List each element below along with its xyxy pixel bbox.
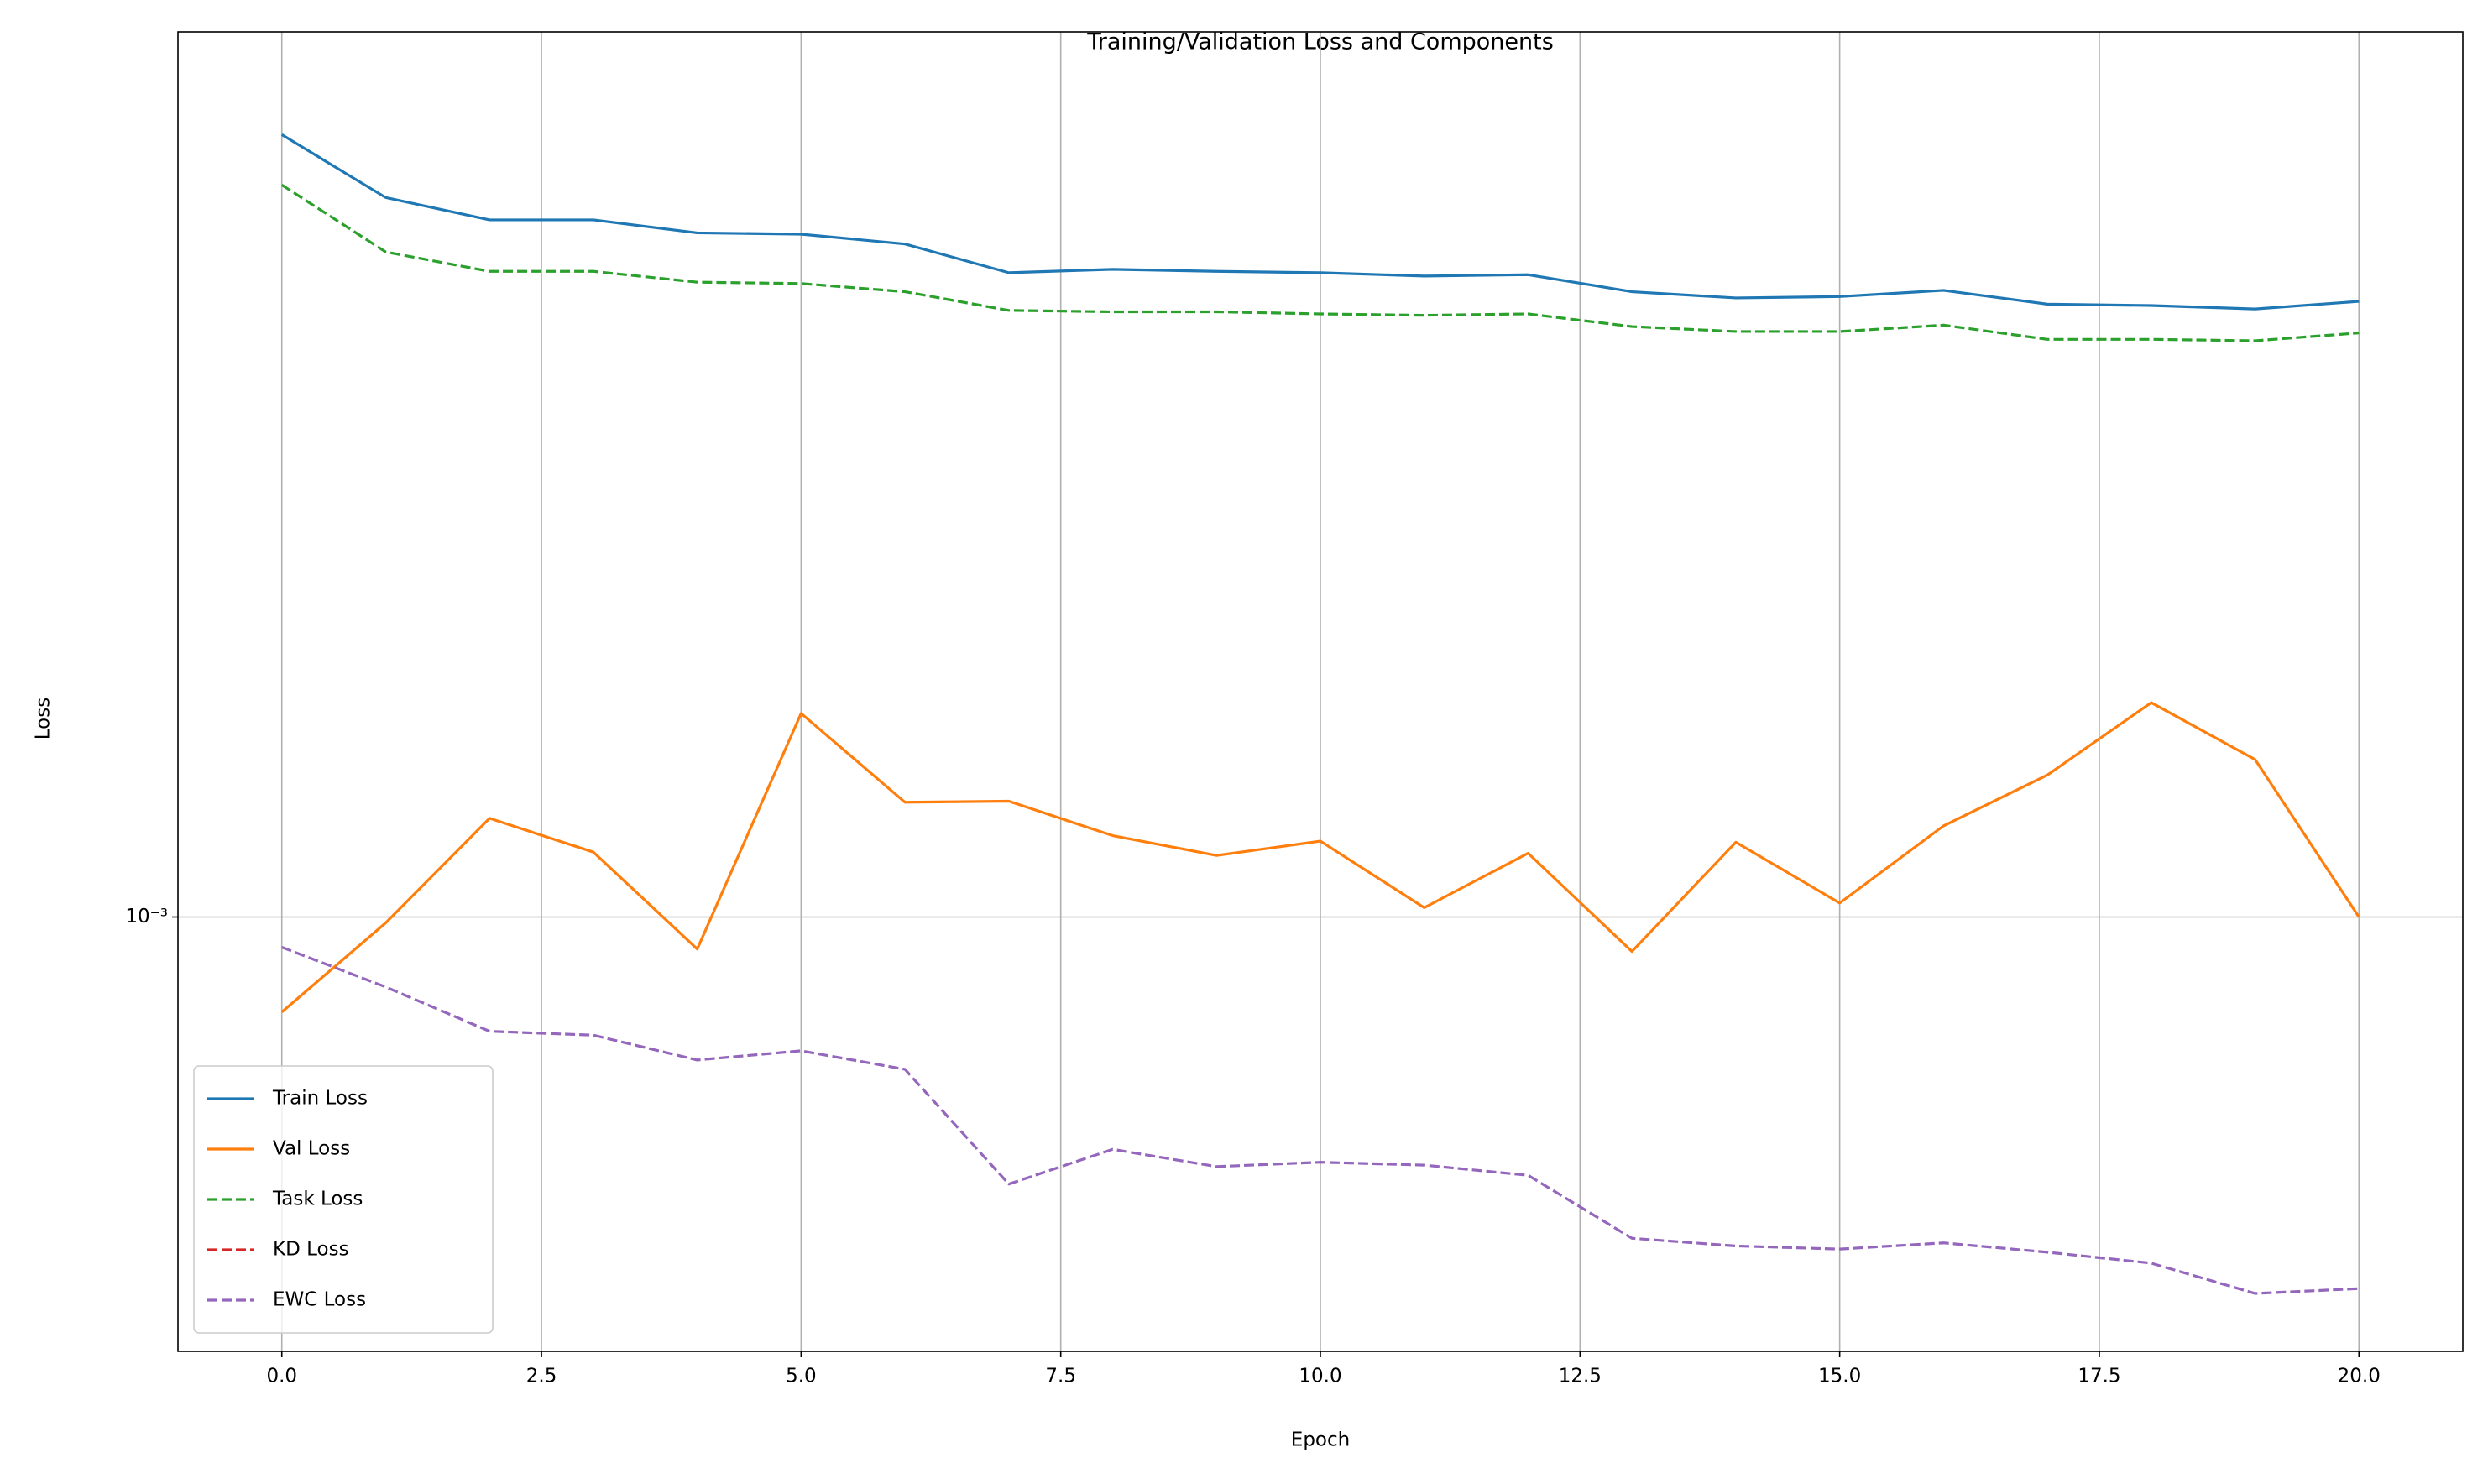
x-tick-label: 5.0	[786, 1366, 817, 1387]
legend-label: Train Loss	[272, 1088, 368, 1110]
legend-label: KD Loss	[273, 1239, 349, 1261]
x-tick-label: 2.5	[526, 1366, 557, 1387]
legend-label: EWC Loss	[273, 1289, 366, 1311]
line-series	[281, 946, 2360, 1295]
x-tick-label: 12.5	[1559, 1366, 1602, 1387]
y-tick-label: 10⁻³	[125, 906, 168, 928]
x-tick-label: 15.0	[1818, 1366, 1861, 1387]
x-tick-label: 7.5	[1045, 1366, 1076, 1387]
x-tick-label: 17.5	[2078, 1366, 2120, 1387]
legend-box	[193, 1065, 494, 1334]
x-tick-label: 0.0	[266, 1366, 297, 1387]
x-tick-label: 20.0	[2338, 1366, 2381, 1387]
legend-label: Val Loss	[273, 1138, 350, 1160]
x-tick-label: 10.0	[1299, 1366, 1341, 1387]
y-axis-label: Loss	[33, 698, 55, 739]
legend-label: Task Loss	[272, 1189, 363, 1210]
plot-frame	[177, 31, 2464, 1352]
line-series	[280, 133, 2360, 311]
line-series	[280, 183, 2360, 342]
line-series	[280, 701, 2360, 1013]
x-axis-label: Epoch	[1291, 1429, 1350, 1451]
